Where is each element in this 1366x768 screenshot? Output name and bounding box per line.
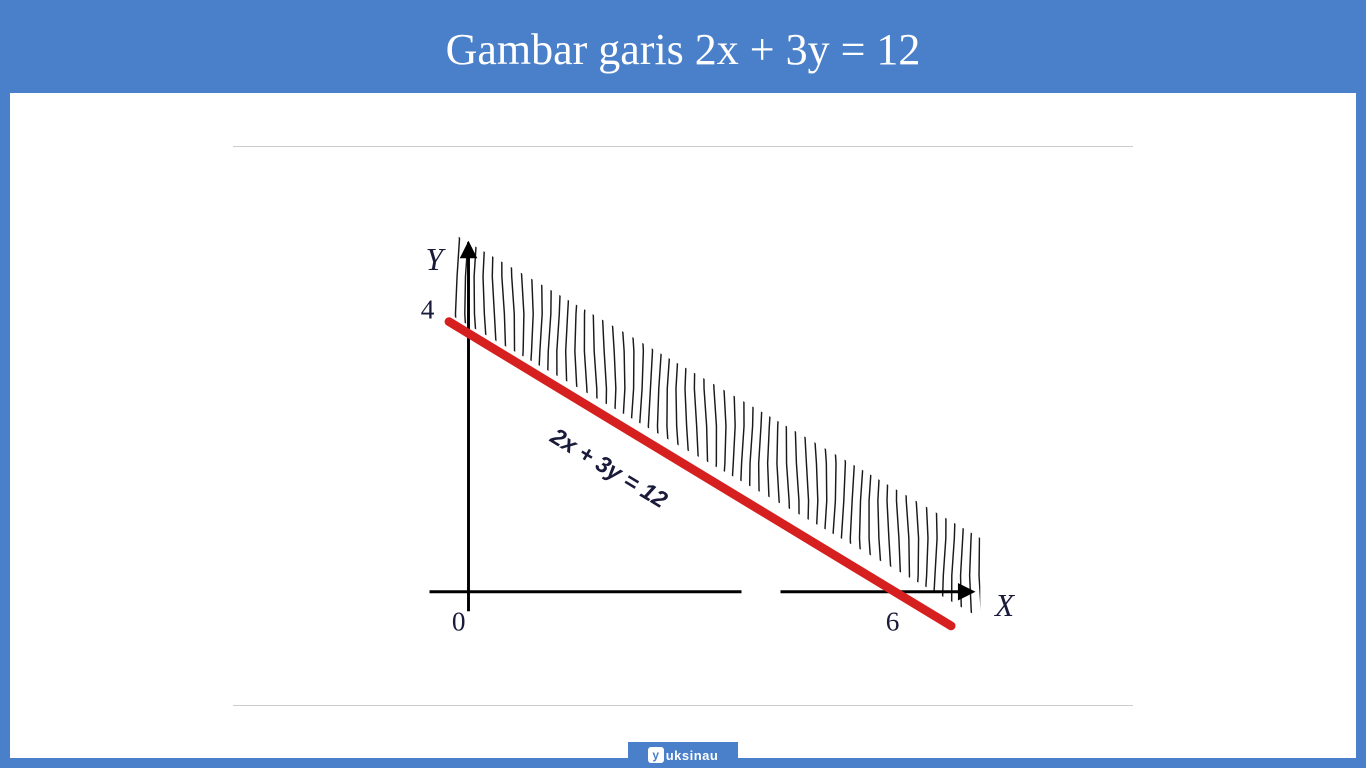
footer-brand: y uksinau	[628, 742, 738, 768]
brand-logo-icon: y	[648, 747, 664, 763]
content-area: Y X 0 4 6 2x + 3y = 12 y uksinau	[10, 93, 1356, 758]
inequality-chart: Y X 0 4 6 2x + 3y = 12	[293, 177, 1073, 675]
axes	[430, 240, 976, 611]
y-intercept-label: 4	[421, 294, 435, 324]
equation-line	[449, 321, 951, 625]
hatch-region	[437, 201, 992, 650]
origin-label: 0	[452, 606, 466, 636]
brand-logo-text: uksinau	[666, 748, 719, 763]
slide-frame: Gambar garis 2x + 3y = 12 Y X 0 4	[0, 0, 1366, 768]
equation-label: 2x + 3y = 12	[545, 422, 672, 513]
x-intercept-label: 6	[886, 606, 900, 636]
brand-logo: y uksinau	[648, 747, 719, 763]
x-axis-label: X	[993, 588, 1016, 623]
y-axis-label: Y	[426, 242, 447, 277]
chart-container: Y X 0 4 6 2x + 3y = 12	[233, 146, 1133, 706]
slide-title: Gambar garis 2x + 3y = 12	[10, 10, 1356, 93]
